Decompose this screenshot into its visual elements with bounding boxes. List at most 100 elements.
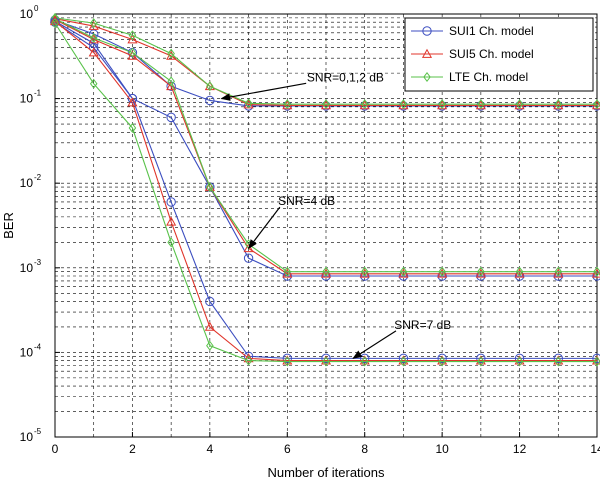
data-point — [437, 353, 447, 364]
x-tick-label: 4 — [207, 442, 214, 456]
annotation-arrow — [352, 330, 397, 359]
plot-frame — [54, 13, 598, 438]
annotation-label: SNR=7 dB — [394, 318, 451, 332]
data-point — [166, 197, 176, 207]
data-point — [283, 99, 292, 110]
data-point — [205, 95, 215, 106]
series-line — [54, 17, 597, 105]
legend-label: SUI1 Ch. model — [449, 24, 534, 38]
x-tick-label: 12 — [513, 442, 527, 456]
y-tick-label: 10 — [20, 176, 34, 190]
data-point — [49, 16, 61, 26]
data-point — [88, 47, 99, 57]
data-point — [127, 34, 138, 44]
data-point — [399, 356, 408, 367]
data-point — [204, 321, 215, 331]
data-point — [167, 237, 175, 248]
data-point — [477, 99, 485, 110]
annotation-label: SNR=0,1,2 dB — [307, 70, 384, 84]
data-point — [205, 296, 215, 307]
data-point — [204, 81, 215, 91]
data-point — [283, 356, 292, 367]
data-point — [206, 182, 214, 193]
series-line — [54, 19, 597, 275]
data-point — [89, 42, 99, 53]
data-point — [283, 266, 292, 277]
data-point — [243, 101, 254, 111]
series-line — [54, 20, 597, 362]
data-point — [51, 13, 59, 24]
data-point — [88, 20, 99, 30]
data-point — [206, 340, 214, 351]
data-point — [51, 18, 59, 29]
annotation-arrow — [247, 206, 281, 250]
data-point — [244, 355, 253, 366]
data-point — [360, 99, 369, 110]
data-point — [593, 99, 600, 110]
data-point — [89, 78, 98, 89]
data-point — [321, 353, 331, 364]
data-point — [322, 356, 330, 367]
data-point — [514, 353, 525, 364]
y-tick-exponent: -3 — [34, 258, 42, 267]
x-tick-label: 6 — [284, 442, 291, 456]
data-point — [128, 30, 137, 41]
data-point — [438, 99, 446, 110]
data-point — [89, 18, 98, 29]
y-axis-label: BER — [1, 212, 16, 239]
axis-ticks: 0246810121410010-110-210-310-410-5 — [20, 4, 600, 456]
data-point — [243, 353, 254, 363]
data-point — [167, 48, 175, 59]
data-point — [206, 81, 214, 92]
annotations: SNR=0,1,2 dB SNR=4 dB SNR=7 dB — [220, 70, 451, 359]
series-line — [54, 18, 597, 273]
y-tick-label: 10 — [20, 92, 34, 106]
y-tick-label: 10 — [20, 430, 34, 444]
data-point — [553, 353, 563, 364]
series-5 — [51, 13, 600, 277]
series-line — [54, 21, 597, 359]
data-point — [128, 122, 137, 133]
y-tick-label: 10 — [20, 345, 34, 359]
x-axis-label: Number of iterations — [267, 465, 385, 480]
series — [49, 12, 600, 367]
y-tick-exponent: -4 — [34, 342, 42, 351]
data-point — [322, 99, 330, 110]
series-2 — [51, 12, 600, 110]
y-tick-exponent: -1 — [34, 89, 42, 98]
legend-label: LTE Ch. model — [449, 70, 528, 84]
annotation-label: SNR=4 dB — [278, 194, 335, 208]
legend-label: SUI5 Ch. model — [449, 47, 534, 61]
x-tick-label: 8 — [361, 442, 368, 456]
series-line — [54, 18, 597, 106]
data-point — [476, 353, 486, 364]
data-point — [554, 99, 563, 110]
data-point — [554, 356, 563, 367]
y-tick-exponent: 0 — [34, 4, 39, 13]
legend: SUI1 Ch. model SUI5 Ch. model LTE Ch. mode… — [404, 17, 594, 92]
data-point — [243, 253, 254, 263]
data-point — [593, 356, 600, 367]
data-point — [127, 50, 138, 60]
data-point — [128, 47, 137, 58]
y-tick-exponent: -2 — [34, 173, 42, 182]
data-point — [89, 32, 98, 44]
data-point — [399, 266, 408, 277]
data-point — [360, 356, 369, 367]
data-point — [438, 266, 446, 277]
y-tick-exponent: -5 — [34, 427, 42, 436]
data-point — [204, 181, 215, 191]
legend-marker — [421, 48, 433, 58]
data-point — [167, 76, 175, 87]
data-point — [166, 112, 176, 123]
data-point — [515, 266, 524, 277]
data-point — [360, 266, 369, 277]
x-tick-label: 0 — [52, 442, 59, 456]
x-tick-label: 14 — [590, 442, 600, 456]
data-point — [399, 99, 408, 110]
data-point — [166, 216, 177, 226]
data-point — [515, 99, 524, 110]
data-point — [438, 356, 446, 367]
y-tick-label: 10 — [20, 261, 34, 275]
